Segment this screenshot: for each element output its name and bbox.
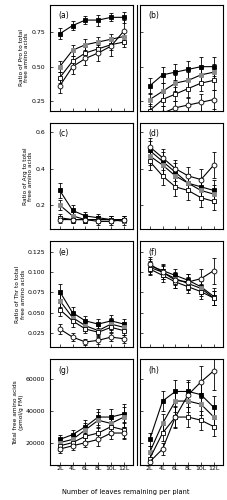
Text: (c): (c) (58, 130, 68, 138)
Text: (d): (d) (148, 130, 159, 138)
Text: (f): (f) (148, 248, 157, 256)
Y-axis label: Ratio of Pro to total
free amino acids: Ratio of Pro to total free amino acids (19, 30, 29, 86)
Y-axis label: Total free amino acids
(pmol/g FM): Total free amino acids (pmol/g FM) (13, 380, 24, 444)
Text: (e): (e) (58, 248, 69, 256)
Text: (g): (g) (58, 366, 69, 375)
Text: (b): (b) (148, 12, 159, 20)
Y-axis label: Ratio of Thr to total
free amino acids: Ratio of Thr to total free amino acids (15, 266, 25, 322)
Y-axis label: Ratio of Arg to total
free amino acids: Ratio of Arg to total free amino acids (22, 147, 33, 204)
Text: (h): (h) (148, 366, 159, 375)
Text: (a): (a) (58, 12, 69, 20)
Text: Number of leaves remaining per plant: Number of leaves remaining per plant (61, 489, 188, 495)
